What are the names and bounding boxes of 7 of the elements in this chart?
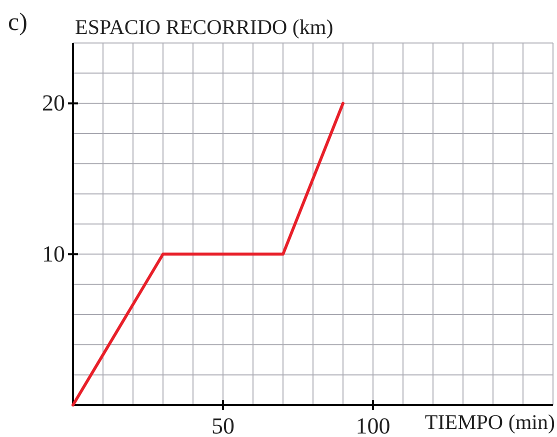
y-axis-title: ESPACIO RECORRIDO (km): [75, 15, 334, 39]
x-tick-label: 50: [212, 413, 234, 437]
x-tick-label: 100: [356, 413, 390, 437]
text: c): [8, 9, 28, 36]
y-tick-label: 20: [42, 90, 65, 116]
x-axis-title: TIEMPO (min): [424, 410, 555, 434]
y-tick-label: 10: [42, 242, 65, 267]
